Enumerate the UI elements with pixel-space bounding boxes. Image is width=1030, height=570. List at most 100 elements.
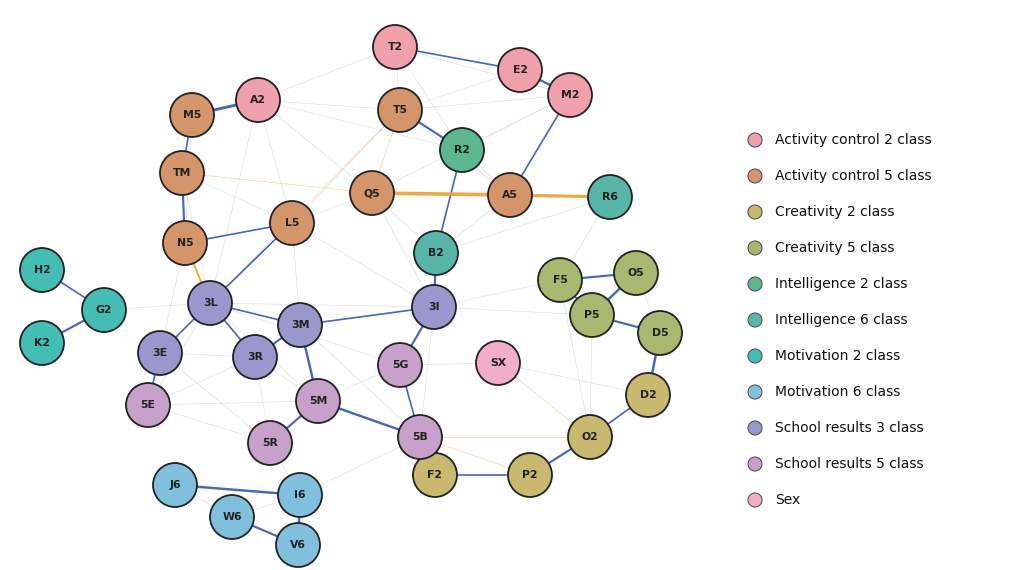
- Circle shape: [20, 321, 64, 365]
- Circle shape: [748, 457, 762, 471]
- Text: SX: SX: [490, 358, 506, 368]
- Text: Intelligence 2 class: Intelligence 2 class: [775, 277, 907, 291]
- Circle shape: [488, 173, 533, 217]
- Circle shape: [614, 251, 658, 295]
- Text: School results 3 class: School results 3 class: [775, 421, 924, 435]
- Circle shape: [508, 453, 552, 497]
- Text: M2: M2: [560, 90, 579, 100]
- Text: V6: V6: [290, 540, 306, 550]
- Circle shape: [748, 133, 762, 147]
- Circle shape: [126, 383, 170, 427]
- Circle shape: [278, 473, 322, 517]
- Text: Creativity 5 class: Creativity 5 class: [775, 241, 894, 255]
- Text: 3L: 3L: [203, 298, 217, 308]
- Text: T2: T2: [387, 42, 403, 52]
- Text: Motivation 6 class: Motivation 6 class: [775, 385, 900, 399]
- Text: I6: I6: [295, 490, 306, 500]
- Text: O2: O2: [582, 432, 598, 442]
- Text: T5: T5: [392, 105, 408, 115]
- Circle shape: [588, 175, 632, 219]
- Text: 3I: 3I: [428, 302, 440, 312]
- Text: 3R: 3R: [247, 352, 263, 362]
- Text: Activity control 2 class: Activity control 2 class: [775, 133, 931, 147]
- Circle shape: [160, 151, 204, 195]
- Circle shape: [476, 341, 520, 385]
- Circle shape: [163, 221, 207, 265]
- Text: 5R: 5R: [262, 438, 278, 448]
- Text: 5G: 5G: [391, 360, 408, 370]
- Text: Activity control 5 class: Activity control 5 class: [775, 169, 931, 183]
- Circle shape: [626, 373, 670, 417]
- Text: Motivation 2 class: Motivation 2 class: [775, 349, 900, 363]
- Circle shape: [276, 523, 320, 567]
- Circle shape: [398, 415, 442, 459]
- Circle shape: [748, 241, 762, 255]
- Circle shape: [440, 128, 484, 172]
- Circle shape: [538, 258, 582, 302]
- Text: Intelligence 6 class: Intelligence 6 class: [775, 313, 907, 327]
- Circle shape: [350, 171, 394, 215]
- Circle shape: [638, 311, 682, 355]
- Text: R6: R6: [602, 192, 618, 202]
- Circle shape: [248, 421, 291, 465]
- Circle shape: [748, 349, 762, 363]
- Circle shape: [548, 73, 592, 117]
- Text: P5: P5: [584, 310, 599, 320]
- Circle shape: [138, 331, 182, 375]
- Circle shape: [378, 343, 422, 387]
- Circle shape: [373, 25, 417, 69]
- Text: J6: J6: [169, 480, 181, 490]
- Circle shape: [278, 303, 322, 347]
- Text: A5: A5: [502, 190, 518, 200]
- Text: K2: K2: [34, 338, 50, 348]
- Circle shape: [570, 293, 614, 337]
- Circle shape: [270, 201, 314, 245]
- Circle shape: [233, 335, 277, 379]
- Circle shape: [378, 88, 422, 132]
- Circle shape: [748, 421, 762, 435]
- Text: A2: A2: [250, 95, 266, 105]
- Text: TM: TM: [173, 168, 192, 178]
- Text: O5: O5: [627, 268, 645, 278]
- Text: F2: F2: [427, 470, 443, 480]
- Circle shape: [236, 78, 280, 122]
- Circle shape: [153, 463, 197, 507]
- Circle shape: [188, 281, 232, 325]
- Text: M5: M5: [182, 110, 201, 120]
- Text: 5B: 5B: [412, 432, 427, 442]
- Circle shape: [414, 231, 458, 275]
- Text: W6: W6: [222, 512, 242, 522]
- Circle shape: [748, 277, 762, 291]
- Circle shape: [568, 415, 612, 459]
- Text: P2: P2: [522, 470, 538, 480]
- Circle shape: [412, 285, 456, 329]
- Text: N5: N5: [177, 238, 194, 248]
- Circle shape: [82, 288, 126, 332]
- Text: R2: R2: [454, 145, 470, 155]
- Circle shape: [748, 169, 762, 183]
- Circle shape: [748, 313, 762, 327]
- Circle shape: [497, 48, 542, 92]
- Text: H2: H2: [34, 265, 50, 275]
- Text: 3E: 3E: [152, 348, 168, 358]
- Circle shape: [413, 453, 457, 497]
- Text: 3M: 3M: [290, 320, 309, 330]
- Text: Sex: Sex: [775, 493, 800, 507]
- Text: Creativity 2 class: Creativity 2 class: [775, 205, 894, 219]
- Text: D5: D5: [652, 328, 668, 338]
- Circle shape: [20, 248, 64, 292]
- Circle shape: [296, 379, 340, 423]
- Circle shape: [748, 493, 762, 507]
- Text: F5: F5: [552, 275, 568, 285]
- Text: L5: L5: [285, 218, 299, 228]
- Text: G2: G2: [96, 305, 112, 315]
- Text: B2: B2: [428, 248, 444, 258]
- Circle shape: [170, 93, 214, 137]
- Text: 5M: 5M: [309, 396, 328, 406]
- Text: Q5: Q5: [364, 188, 380, 198]
- Circle shape: [748, 385, 762, 399]
- Circle shape: [748, 205, 762, 219]
- Text: 5E: 5E: [140, 400, 156, 410]
- Text: E2: E2: [513, 65, 527, 75]
- Circle shape: [210, 495, 254, 539]
